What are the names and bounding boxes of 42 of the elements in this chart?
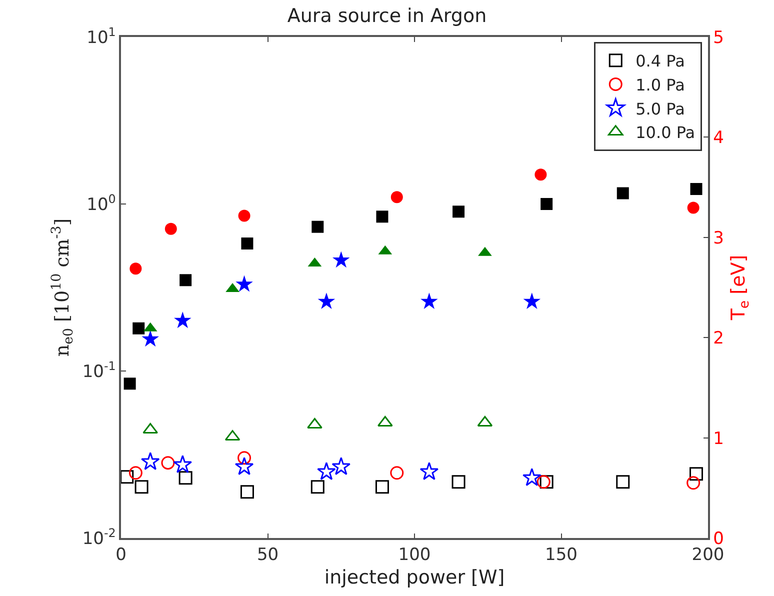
y2-tick-label: 4 [713, 128, 724, 148]
legend-label: 0.4 Pa [636, 52, 685, 71]
x-tick-label: 150 [545, 545, 578, 566]
point [130, 262, 142, 275]
point [420, 292, 438, 310]
y2-tick-label: 2 [713, 328, 724, 349]
legend-label: 1.0 Pa [636, 75, 685, 94]
point [452, 206, 465, 218]
point [318, 292, 336, 310]
point [236, 275, 253, 292]
point [241, 238, 254, 250]
point [124, 378, 136, 390]
point [180, 274, 192, 286]
y2-tick-label: 5 [713, 28, 724, 48]
x-tick-label: 50 [256, 545, 279, 566]
point [142, 330, 159, 347]
point [523, 292, 541, 310]
legend-label: 10.0 Pa [636, 123, 696, 142]
legend-label: 5.0 Pa [636, 99, 685, 118]
x-axis-title: injected power [W] [324, 566, 505, 588]
point [540, 198, 553, 210]
point [312, 220, 324, 233]
point [687, 202, 700, 214]
y2-tick-label: 3 [713, 228, 724, 248]
point [174, 312, 192, 328]
point [616, 187, 629, 200]
point [238, 210, 250, 222]
y-tick-label: 10$^{-2}$ [82, 526, 116, 549]
x-tick-label: 0 [116, 545, 126, 566]
point [690, 182, 702, 195]
point [390, 191, 403, 204]
y-tick-label: 10$^{1}$ [86, 24, 116, 48]
y2-tick-label: 1 [713, 428, 724, 449]
point [534, 168, 547, 181]
point [164, 222, 177, 235]
point [376, 210, 388, 223]
y-tick-label: 10$^{-1}$ [82, 358, 116, 382]
x-tick-label: 100 [398, 545, 431, 566]
chart-title: Aura source in Argon [287, 5, 487, 28]
y-tick-label: 10$^{0}$ [86, 192, 116, 215]
point [332, 251, 350, 268]
point [132, 322, 145, 334]
